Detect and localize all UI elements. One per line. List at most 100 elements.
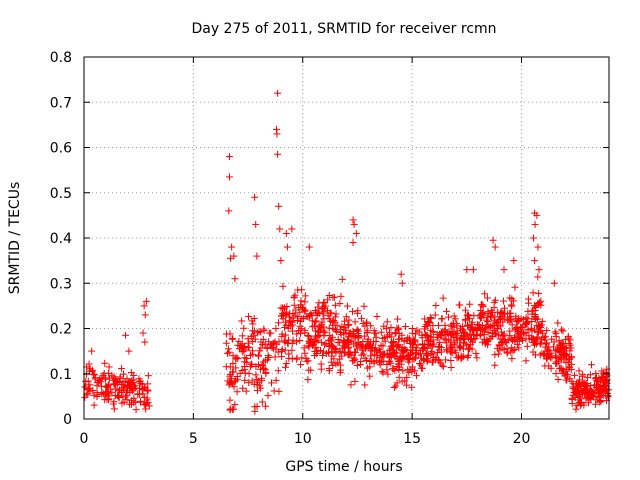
data-point [296,322,304,330]
data-point [345,337,353,345]
data-point [571,371,579,379]
data-point [304,313,312,321]
data-point [125,347,133,355]
data-point [122,391,130,399]
data-point [293,317,301,325]
data-point [477,311,485,319]
data-point [387,345,395,353]
data-point [587,395,595,403]
data-point [561,344,569,352]
data-point [86,381,94,389]
data-point [326,341,334,349]
data-point [274,367,282,375]
data-point [226,371,234,379]
data-point [530,234,538,242]
data-point [108,388,116,396]
data-point [363,318,371,326]
data-point [466,335,474,343]
data-point [466,300,474,308]
data-point [489,236,497,244]
data-point [328,337,336,345]
data-point [259,335,267,343]
data-point [224,345,232,353]
data-point [276,225,284,233]
x-tick-label: 0 [80,431,89,447]
y-tick-label: 0.3 [50,276,72,292]
data-point [491,296,499,304]
data-point [252,220,260,228]
chart-title: Day 275 of 2011, SRMTID for receiver rcm… [191,21,496,37]
data-point [515,344,523,352]
data-point [555,358,563,366]
data-point [249,320,257,328]
data-point [463,321,471,329]
data-point [262,402,270,410]
data-point [239,384,247,392]
data-point [436,338,444,346]
data-point [260,325,268,333]
data-point [447,363,455,371]
data-point [327,335,335,343]
data-point [281,338,289,346]
data-point [314,332,322,340]
data-point [258,374,266,382]
data-point [468,323,476,331]
data-point [115,377,123,385]
data-point [522,329,530,337]
data-point [564,332,572,340]
data-point [300,344,308,352]
data-point [525,299,533,307]
data-point [387,359,395,367]
data-point [232,355,240,363]
data-point [322,340,330,348]
data-point [500,266,508,274]
data-point [324,296,332,304]
data-point [311,307,319,315]
data-point [93,393,101,401]
data-point [285,321,293,329]
data-point [329,361,337,369]
data-point [511,326,519,334]
data-point [425,340,433,348]
data-point [439,327,447,335]
data-point [412,372,420,380]
data-point [595,389,603,397]
data-point [491,243,499,251]
data-point [550,279,558,287]
data-point [383,361,391,369]
data-point [332,310,340,318]
data-point [591,400,599,408]
data-point [232,377,240,385]
data-point [590,381,598,389]
data-point [280,337,288,345]
data-point [379,342,387,350]
data-point [394,335,402,343]
data-point [100,390,108,398]
data-point [307,335,315,343]
data-point [305,343,313,351]
data-point [574,389,582,397]
data-point [392,329,400,337]
data-point [127,381,135,389]
data-point [566,347,574,355]
data-point [514,318,522,326]
y-tick-label: 0.4 [50,231,72,247]
data-point [486,324,494,332]
data-point [449,328,457,336]
data-point [349,239,357,247]
data-point [126,378,134,386]
data-point [293,330,301,338]
data-point [442,356,450,364]
data-point [370,358,378,366]
data-point [264,356,272,364]
data-point [394,315,402,323]
data-point [403,381,411,389]
data-point [531,220,539,228]
data-point [417,364,425,372]
data-point [272,325,280,333]
data-point [515,327,523,335]
data-point [354,307,362,315]
data-point [101,374,109,382]
data-point [256,382,264,390]
